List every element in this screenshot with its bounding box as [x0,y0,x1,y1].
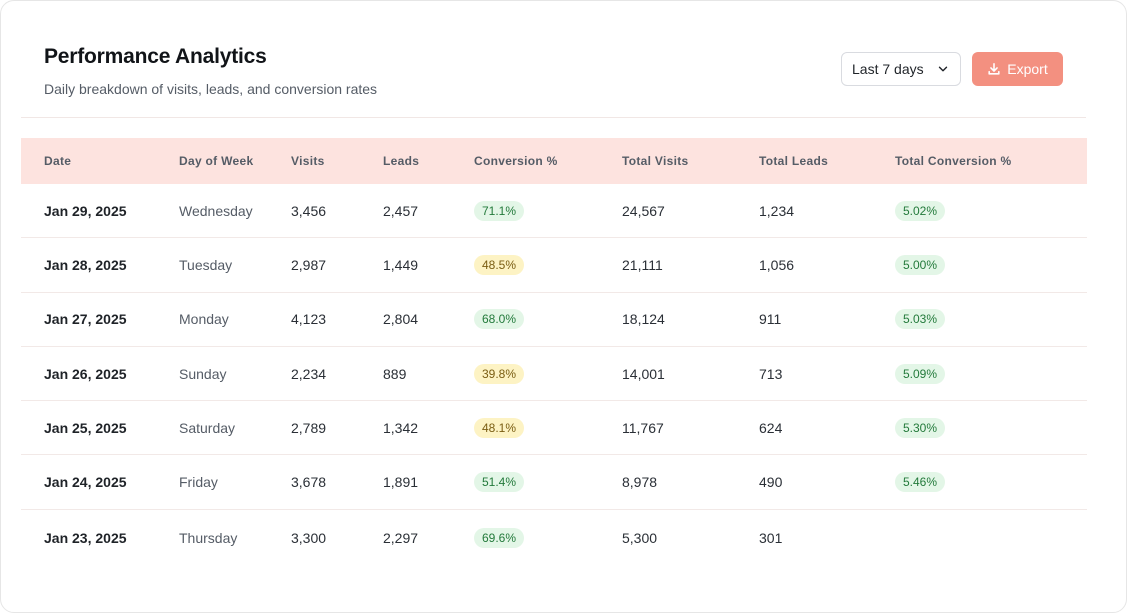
conversion-badge: 5.46% [895,472,946,493]
conversion-badge: 5.30% [895,417,946,438]
conversion-badge: 5.09% [895,363,946,384]
row-total-visits-cell: 18,124 [622,311,665,328]
date-range-select[interactable]: Last 7 days [841,52,961,86]
row-day-cell: Saturday [179,419,236,436]
row-date-cell: Jan 23, 2025 [44,529,127,546]
export-button[interactable]: Export [972,52,1063,86]
conversion-badge: 51.4% [474,472,525,493]
row-day-cell: Tuesday [179,256,233,273]
row-date-cell: Jan 24, 2025 [44,474,127,491]
page-subtitle: Daily breakdown of visits, leads, and co… [44,81,378,97]
row-total-leads-cell: 1,234 [759,202,795,219]
row-total-visits-cell: 24,567 [622,202,665,219]
card-header: Performance Analytics Daily breakdown of… [44,45,377,97]
row-leads-cell: 1,891 [383,474,419,491]
row-visits-cell: 2,234 [291,365,327,382]
table-row[interactable]: Jan 25, 2025 Saturday 2,789 1,342 48.1% 11,76… [21,401,1087,456]
row-total-leads-cell: 490 [759,474,783,491]
row-conversion-cell: 39.8% [474,363,622,384]
column-header-total-leads[interactable]: Total Leads [759,154,829,168]
row-leads-cell: 2,457 [383,202,419,219]
row-conversion-cell: 71.1% [474,200,622,221]
conversion-badge: 71.1% [474,200,525,221]
row-total-visits-cell: 8,978 [622,474,658,491]
row-day-cell: Wednesday [179,202,253,219]
row-total-conversion-cell: 5.00% [895,254,1087,275]
download-icon [988,62,1000,75]
row-day-cell: Thursday [179,529,238,546]
row-conversion-cell: 68.0% [474,309,622,330]
row-leads-cell: 2,297 [383,529,419,546]
table-row[interactable]: Jan 24, 2025 Friday 3,678 1,891 51.4% 8,978 49… [21,455,1087,510]
row-total-visits-cell: 11,767 [622,419,664,436]
header-divider [21,117,1086,118]
row-total-visits-cell: 5,300 [622,529,658,546]
row-visits-cell: 2,789 [291,419,327,436]
row-total-leads-cell: 713 [759,365,783,382]
column-header-leads[interactable]: Leads [383,154,420,168]
column-header-total-visits[interactable]: Total Visits [622,154,689,168]
row-leads-cell: 2,804 [383,311,419,328]
table-header: Date Day of Week Visits Leads Conversion… [21,138,1087,184]
table-row[interactable]: Jan 28, 2025 Tuesday 2,987 1,449 48.5% 21,111… [21,238,1087,293]
conversion-badge: 5.03% [895,309,946,330]
row-conversion-cell: 48.1% [474,417,622,438]
row-total-leads-cell: 301 [759,529,783,546]
conversion-badge: 69.6% [474,527,525,548]
row-conversion-cell: 51.4% [474,472,622,493]
date-range-value: Last 7 days [852,61,924,77]
row-total-conversion-cell: 5.30% [895,417,1087,438]
row-total-leads-cell: 1,056 [759,256,795,273]
row-total-visits-cell: 21,111 [622,256,663,273]
conversion-badge: 48.1% [474,417,525,438]
row-date-cell: Jan 29, 2025 [44,202,127,219]
row-leads-cell: 1,342 [383,419,419,436]
table-row[interactable]: Jan 26, 2025 Sunday 2,234 889 39.8% 14,001 713… [21,347,1087,402]
row-date-cell: Jan 25, 2025 [44,419,127,436]
conversion-badge: 39.8% [474,363,525,384]
row-conversion-cell: 48.5% [474,254,622,275]
column-header-conversion[interactable]: Conversion % [474,154,558,168]
row-date-cell: Jan 27, 2025 [44,311,127,328]
export-label: Export [1007,61,1048,77]
row-day-cell: Sunday [179,365,227,382]
row-date-cell: Jan 26, 2025 [44,365,127,382]
row-total-leads-cell: 911 [759,311,782,328]
row-day-cell: Monday [179,311,229,328]
column-header-date[interactable]: Date [44,154,72,168]
conversion-badge: 48.5% [474,254,525,275]
table-body: Jan 29, 2025 Wednesday 3,456 2,457 71.1% 24,5… [21,184,1087,566]
page-title: Performance Analytics [44,45,267,68]
table-row[interactable]: Jan 27, 2025 Monday 4,123 2,804 68.0% 18,124 9… [21,293,1087,347]
row-leads-cell: 1,449 [383,256,419,273]
row-total-conversion-cell: 5.46% [895,472,1087,493]
row-conversion-cell: 69.6% [474,527,622,548]
header-controls: Last 7 days Export [841,52,1063,86]
analytics-table: Date Day of Week Visits Leads Conversion… [21,138,1087,566]
row-visits-cell: 4,123 [291,311,327,328]
conversion-badge: 5.02% [895,200,946,221]
row-day-cell: Friday [179,474,218,491]
conversion-badge: 68.0% [474,309,525,330]
column-header-total-conversion[interactable]: Total Conversion % [895,154,1012,168]
column-header-visits[interactable]: Visits [291,154,325,168]
table-row[interactable]: Jan 23, 2025 Thursday 3,300 2,297 69.6% 5,300… [21,510,1087,566]
row-visits-cell: 2,987 [291,256,327,273]
row-leads-cell: 889 [383,365,407,382]
column-header-day[interactable]: Day of Week [179,154,254,168]
row-total-visits-cell: 14,001 [622,365,665,382]
row-visits-cell: 3,456 [291,202,327,219]
conversion-badge: 5.00% [895,254,946,275]
row-total-conversion-cell: 5.09% [895,363,1087,384]
row-visits-cell: 3,678 [291,474,327,491]
row-total-leads-cell: 624 [759,419,783,436]
row-total-conversion-cell: 5.02% [895,200,1087,221]
row-date-cell: Jan 28, 2025 [44,256,127,273]
chevron-down-icon [938,66,948,72]
table-row[interactable]: Jan 29, 2025 Wednesday 3,456 2,457 71.1% 24,5… [21,184,1087,239]
row-visits-cell: 3,300 [291,529,327,546]
row-total-conversion-cell: 5.03% [895,309,1087,330]
